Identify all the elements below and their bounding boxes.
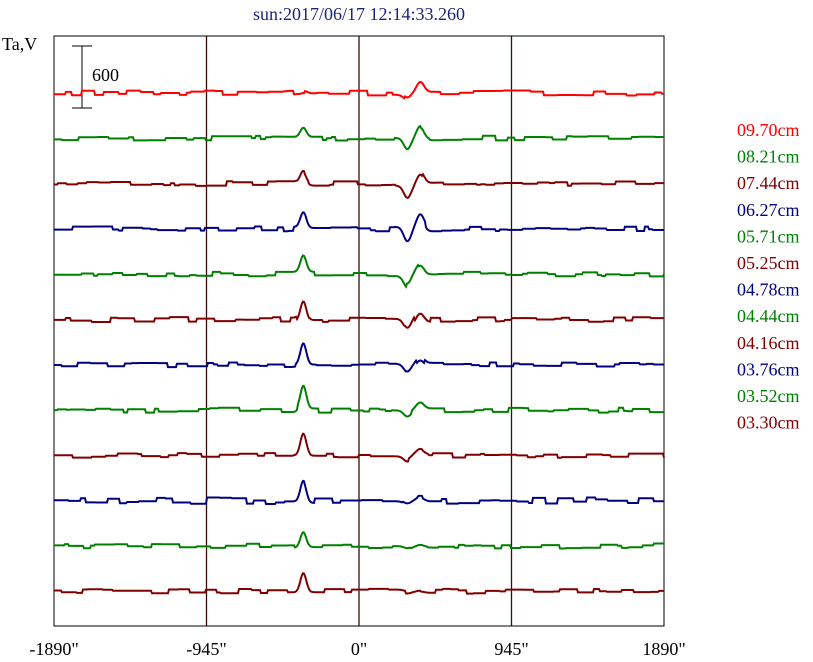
series-line-08.21cm: [54, 124, 664, 151]
x-tick-label: -945": [186, 639, 226, 659]
series-line-03.76cm: [54, 479, 664, 505]
legend-entry: 04.44cm: [737, 306, 800, 326]
series-lines: [54, 80, 665, 595]
legend-entry: 04.78cm: [737, 280, 800, 300]
series-line-05.25cm: [54, 300, 664, 329]
x-tick-label: 945": [494, 639, 528, 659]
legend-entry: 09.70cm: [737, 120, 800, 140]
series-line-04.16cm: [54, 432, 665, 463]
legend-entry: 08.21cm: [737, 147, 800, 167]
series-line-04.44cm: [54, 384, 664, 418]
y-axis-label: Ta,V: [2, 34, 37, 54]
series-line-06.27cm: [54, 211, 664, 243]
legend-entry: 07.44cm: [737, 173, 800, 193]
legend-entry: 03.30cm: [737, 413, 800, 433]
legend-entry: 06.27cm: [737, 200, 800, 220]
series-line-04.78cm: [54, 342, 664, 373]
legend-entry: 03.76cm: [737, 359, 800, 379]
vertical-gridlines: [205, 36, 513, 626]
legend: 09.70cm 08.21cm 07.44cm 06.27cm 05.71cm 05.25…: [737, 120, 800, 433]
series-line-05.71cm: [54, 254, 665, 289]
legend-entry: 05.71cm: [737, 226, 800, 246]
legend-entry: 03.52cm: [737, 386, 800, 406]
legend-entry: 04.16cm: [737, 333, 800, 353]
series-line-03.30cm: [54, 572, 664, 595]
scale-bar-label: 600: [92, 65, 119, 85]
series-line-09.70cm: [54, 80, 664, 100]
series-line-07.44cm: [54, 169, 664, 199]
x-tick-label: -1890": [29, 639, 78, 659]
x-tick-label: 0": [351, 639, 367, 659]
series-line-03.52cm: [54, 531, 664, 550]
chart-title: sun:2017/06/17 12:14:33.260: [253, 4, 465, 24]
x-tick-label: 1890": [642, 639, 685, 659]
scale-bar: 600: [72, 45, 119, 109]
x-tick-labels: -1890" -945" 0" 945" 1890": [29, 639, 685, 659]
legend-entry: 05.25cm: [737, 253, 800, 273]
